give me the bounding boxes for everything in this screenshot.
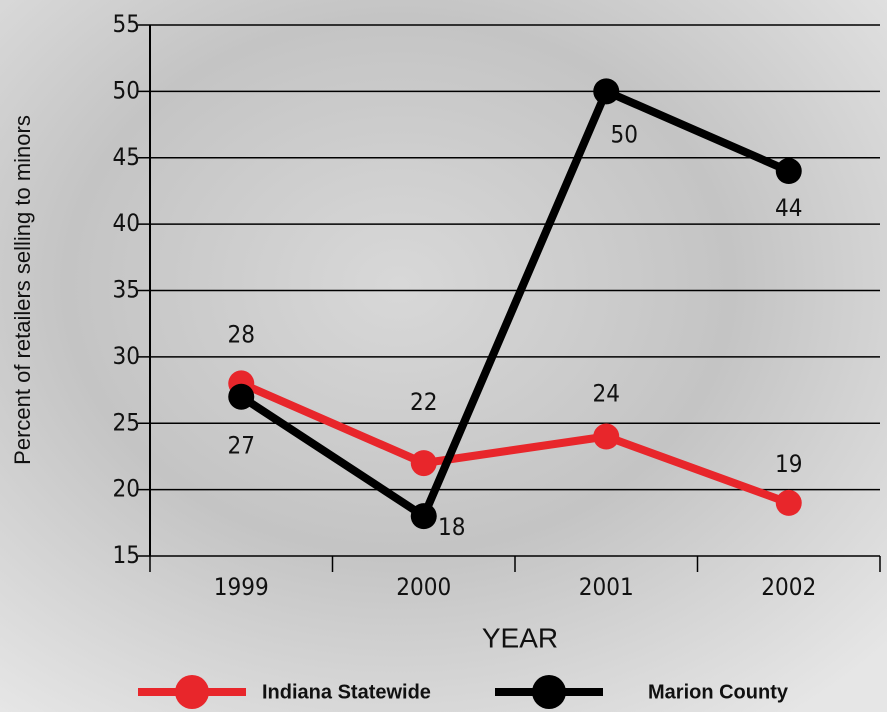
x-axis-title: YEAR xyxy=(482,622,558,653)
y-tick-label: 15 xyxy=(113,541,140,569)
data-point xyxy=(411,503,437,529)
legend-marker xyxy=(175,675,209,709)
data-label: 28 xyxy=(228,320,255,348)
data-point xyxy=(776,158,802,184)
y-tick-label: 45 xyxy=(113,143,140,171)
y-tick-label: 30 xyxy=(113,342,140,370)
page: Percent of retailers selling to minors Y… xyxy=(0,0,887,712)
y-tick-label: 50 xyxy=(113,76,140,104)
chart: Percent of retailers selling to minors Y… xyxy=(0,0,887,712)
data-label: 22 xyxy=(410,388,437,416)
data-label: 27 xyxy=(228,432,255,460)
y-axis-title: Percent of retailers selling to minors xyxy=(10,115,35,465)
y-tick-label: 55 xyxy=(113,10,140,38)
data-point xyxy=(411,450,437,476)
data-label: 44 xyxy=(775,194,802,222)
data-point xyxy=(593,424,619,450)
data-label: 19 xyxy=(775,450,802,478)
legend-marker xyxy=(532,675,566,709)
y-tick-label: 40 xyxy=(113,209,140,237)
data-point xyxy=(776,490,802,516)
x-tick-label: 1999 xyxy=(214,573,269,601)
legend-label: Indiana Statewide xyxy=(262,681,431,703)
x-tick-label: 2000 xyxy=(396,573,451,601)
data-label: 18 xyxy=(438,513,465,541)
y-tick-label: 20 xyxy=(113,475,140,503)
data-point xyxy=(593,78,619,104)
data-label: 50 xyxy=(611,120,638,148)
y-tick-label: 25 xyxy=(113,408,140,436)
x-tick-label: 2002 xyxy=(761,573,816,601)
legend-label: Marion County xyxy=(648,681,789,703)
data-point xyxy=(228,384,254,410)
x-tick-label: 2001 xyxy=(579,573,634,601)
y-tick-label: 35 xyxy=(113,276,140,304)
data-label: 24 xyxy=(593,380,620,408)
